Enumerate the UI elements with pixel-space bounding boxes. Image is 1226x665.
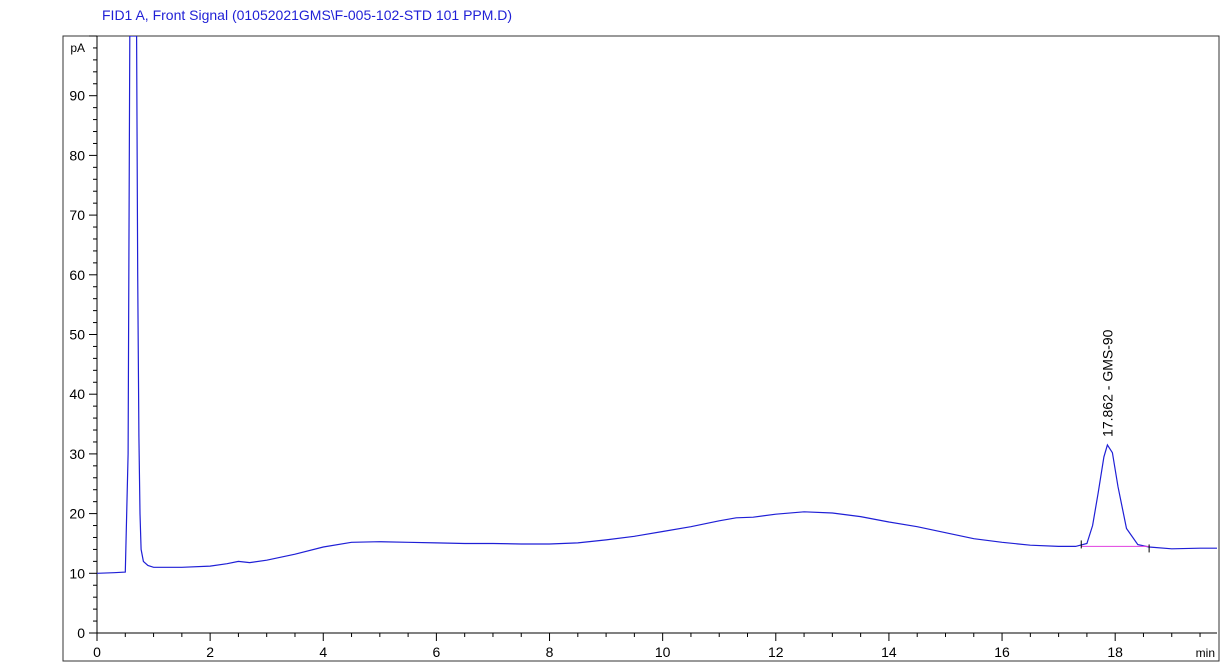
x-axis: 0 2 4 6 8 10 12 14 16 18 xyxy=(93,632,1217,660)
x-tick-label: 16 xyxy=(994,644,1010,660)
x-tick-label: 12 xyxy=(768,644,784,660)
x-tick-label: 6 xyxy=(432,644,440,660)
x-tick-label: 14 xyxy=(881,644,897,660)
y-tick-label: 50 xyxy=(69,327,85,343)
y-tick-label: 30 xyxy=(69,446,85,462)
y-unit-label: pA xyxy=(70,41,85,55)
x-tick-label: 8 xyxy=(546,644,554,660)
y-tick-label: 70 xyxy=(69,207,85,223)
chart-title: FID1 A, Front Signal (01052021GMS\F-005-… xyxy=(102,7,512,23)
x-tick-label: 10 xyxy=(655,644,671,660)
x-unit-label: min xyxy=(1196,646,1215,660)
x-tick-label: 18 xyxy=(1107,644,1123,660)
plot-frame xyxy=(62,35,1220,662)
y-tick-label: 60 xyxy=(69,267,85,283)
y-tick-label: 10 xyxy=(69,565,85,581)
x-tick-label: 0 xyxy=(93,644,101,660)
y-tick-label: 90 xyxy=(69,88,85,104)
y-tick-label: 20 xyxy=(69,506,85,522)
x-tick-label: 4 xyxy=(319,644,327,660)
y-axis: 0 10 20 30 40 50 60 70 80 90 xyxy=(69,35,98,641)
x-tick-label: 2 xyxy=(206,644,214,660)
signal-trace xyxy=(97,36,1217,574)
plot-border xyxy=(62,35,1220,662)
chart-marks: 17.862 - GMS-90 xyxy=(97,36,1217,574)
y-tick-label: 40 xyxy=(69,386,85,402)
peak-label: 17.862 - GMS-90 xyxy=(1099,329,1115,437)
y-tick-label: 0 xyxy=(77,625,85,641)
y-tick-label: 80 xyxy=(69,147,85,163)
